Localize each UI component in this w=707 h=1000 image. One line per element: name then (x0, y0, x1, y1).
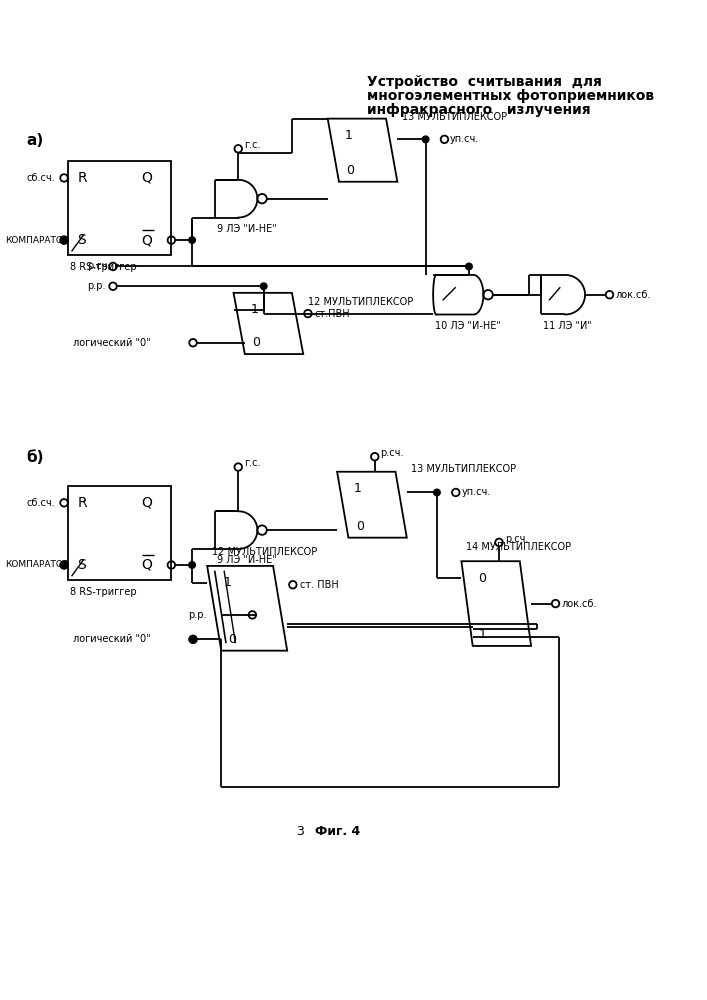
Text: б): б) (26, 450, 44, 465)
Text: 1: 1 (224, 576, 232, 589)
Text: инфракрасного   излучения: инфракрасного излучения (367, 103, 591, 117)
Text: Фиг. 4: Фиг. 4 (315, 825, 360, 838)
Text: Q: Q (141, 233, 152, 247)
Circle shape (60, 561, 68, 569)
Text: 12 МУЛЬТИПЛЕКСОР: 12 МУЛЬТИПЛЕКСОР (308, 297, 413, 307)
Text: 0: 0 (356, 520, 364, 533)
Text: уп.сч.: уп.сч. (462, 487, 491, 497)
Text: лок.сб.: лок.сб. (561, 599, 597, 609)
Text: Q: Q (141, 171, 152, 185)
Text: S: S (77, 558, 86, 572)
Text: 9 ЛЭ "И-НЕ": 9 ЛЭ "И-НЕ" (216, 555, 276, 565)
Text: 11 ЛЭ "И": 11 ЛЭ "И" (543, 321, 592, 331)
Circle shape (60, 236, 68, 244)
Text: 0: 0 (479, 572, 486, 585)
Circle shape (422, 136, 429, 143)
Text: Устройство  считывания  для: Устройство считывания для (367, 75, 602, 89)
Circle shape (433, 489, 440, 496)
Text: Q: Q (141, 558, 152, 572)
Circle shape (189, 237, 195, 243)
Bar (68, 486, 171, 580)
Text: ст. ПВН: ст. ПВН (300, 580, 339, 590)
Text: Q: Q (141, 496, 152, 510)
Circle shape (466, 263, 472, 270)
Text: 8 RS-триггер: 8 RS-триггер (70, 262, 136, 272)
Text: р.сч.: р.сч. (87, 261, 110, 271)
Text: R: R (77, 171, 87, 185)
Bar (68, 161, 171, 255)
Text: 12 МУЛЬТИПЛЕКСОР: 12 МУЛЬТИПЛЕКСОР (212, 547, 317, 557)
Text: сб.сч.: сб.сч. (26, 173, 55, 183)
Text: 14 МУЛЬТИПЛЕКСОР: 14 МУЛЬТИПЛЕКСОР (466, 542, 571, 552)
Text: 8 RS-триггер: 8 RS-триггер (70, 587, 136, 597)
Text: лок.сб.: лок.сб. (615, 290, 650, 300)
Text: логический "0": логический "0" (74, 634, 151, 644)
Text: г.с.: г.с. (244, 140, 260, 150)
Text: р.р.: р.р. (188, 610, 207, 620)
Text: р.сч.: р.сч. (380, 448, 404, 458)
Text: ст.ПВН: ст.ПВН (315, 309, 350, 319)
Text: многоэлементных фотоприемников: многоэлементных фотоприемников (367, 89, 655, 103)
Text: КОМПАРАТОР: КОМПАРАТОР (5, 560, 68, 569)
Text: р.сч.: р.сч. (505, 534, 528, 544)
Circle shape (260, 283, 267, 290)
Text: 1: 1 (479, 628, 486, 641)
Text: 0: 0 (228, 633, 236, 646)
Text: 13 МУЛЬТИПЛЕКСОР: 13 МУЛЬТИПЛЕКСОР (411, 464, 517, 474)
Text: R: R (77, 496, 87, 510)
Text: а): а) (26, 133, 44, 148)
Text: 13 МУЛЬТИПЛЕКСОР: 13 МУЛЬТИПЛЕКСОР (402, 112, 507, 122)
Text: 9 ЛЭ "И-НЕ": 9 ЛЭ "И-НЕ" (216, 224, 276, 234)
Text: 10 ЛЭ "И-НЕ": 10 ЛЭ "И-НЕ" (435, 321, 501, 331)
Text: S: S (77, 233, 86, 247)
Text: сб.сч.: сб.сч. (26, 498, 55, 508)
Circle shape (189, 636, 197, 643)
Text: р.р.: р.р. (87, 281, 105, 291)
Text: логический "0": логический "0" (74, 338, 151, 348)
Text: 1: 1 (250, 303, 258, 316)
Text: 0: 0 (346, 164, 354, 177)
Text: уп.сч.: уп.сч. (450, 134, 479, 144)
Text: 1: 1 (344, 129, 353, 142)
Text: 0: 0 (252, 336, 260, 349)
Circle shape (189, 562, 195, 568)
Text: КОМПАРАТОР: КОМПАРАТОР (5, 236, 68, 245)
Text: г.с.: г.с. (244, 458, 260, 468)
Text: 1: 1 (354, 482, 362, 495)
Text: 3: 3 (296, 825, 303, 838)
